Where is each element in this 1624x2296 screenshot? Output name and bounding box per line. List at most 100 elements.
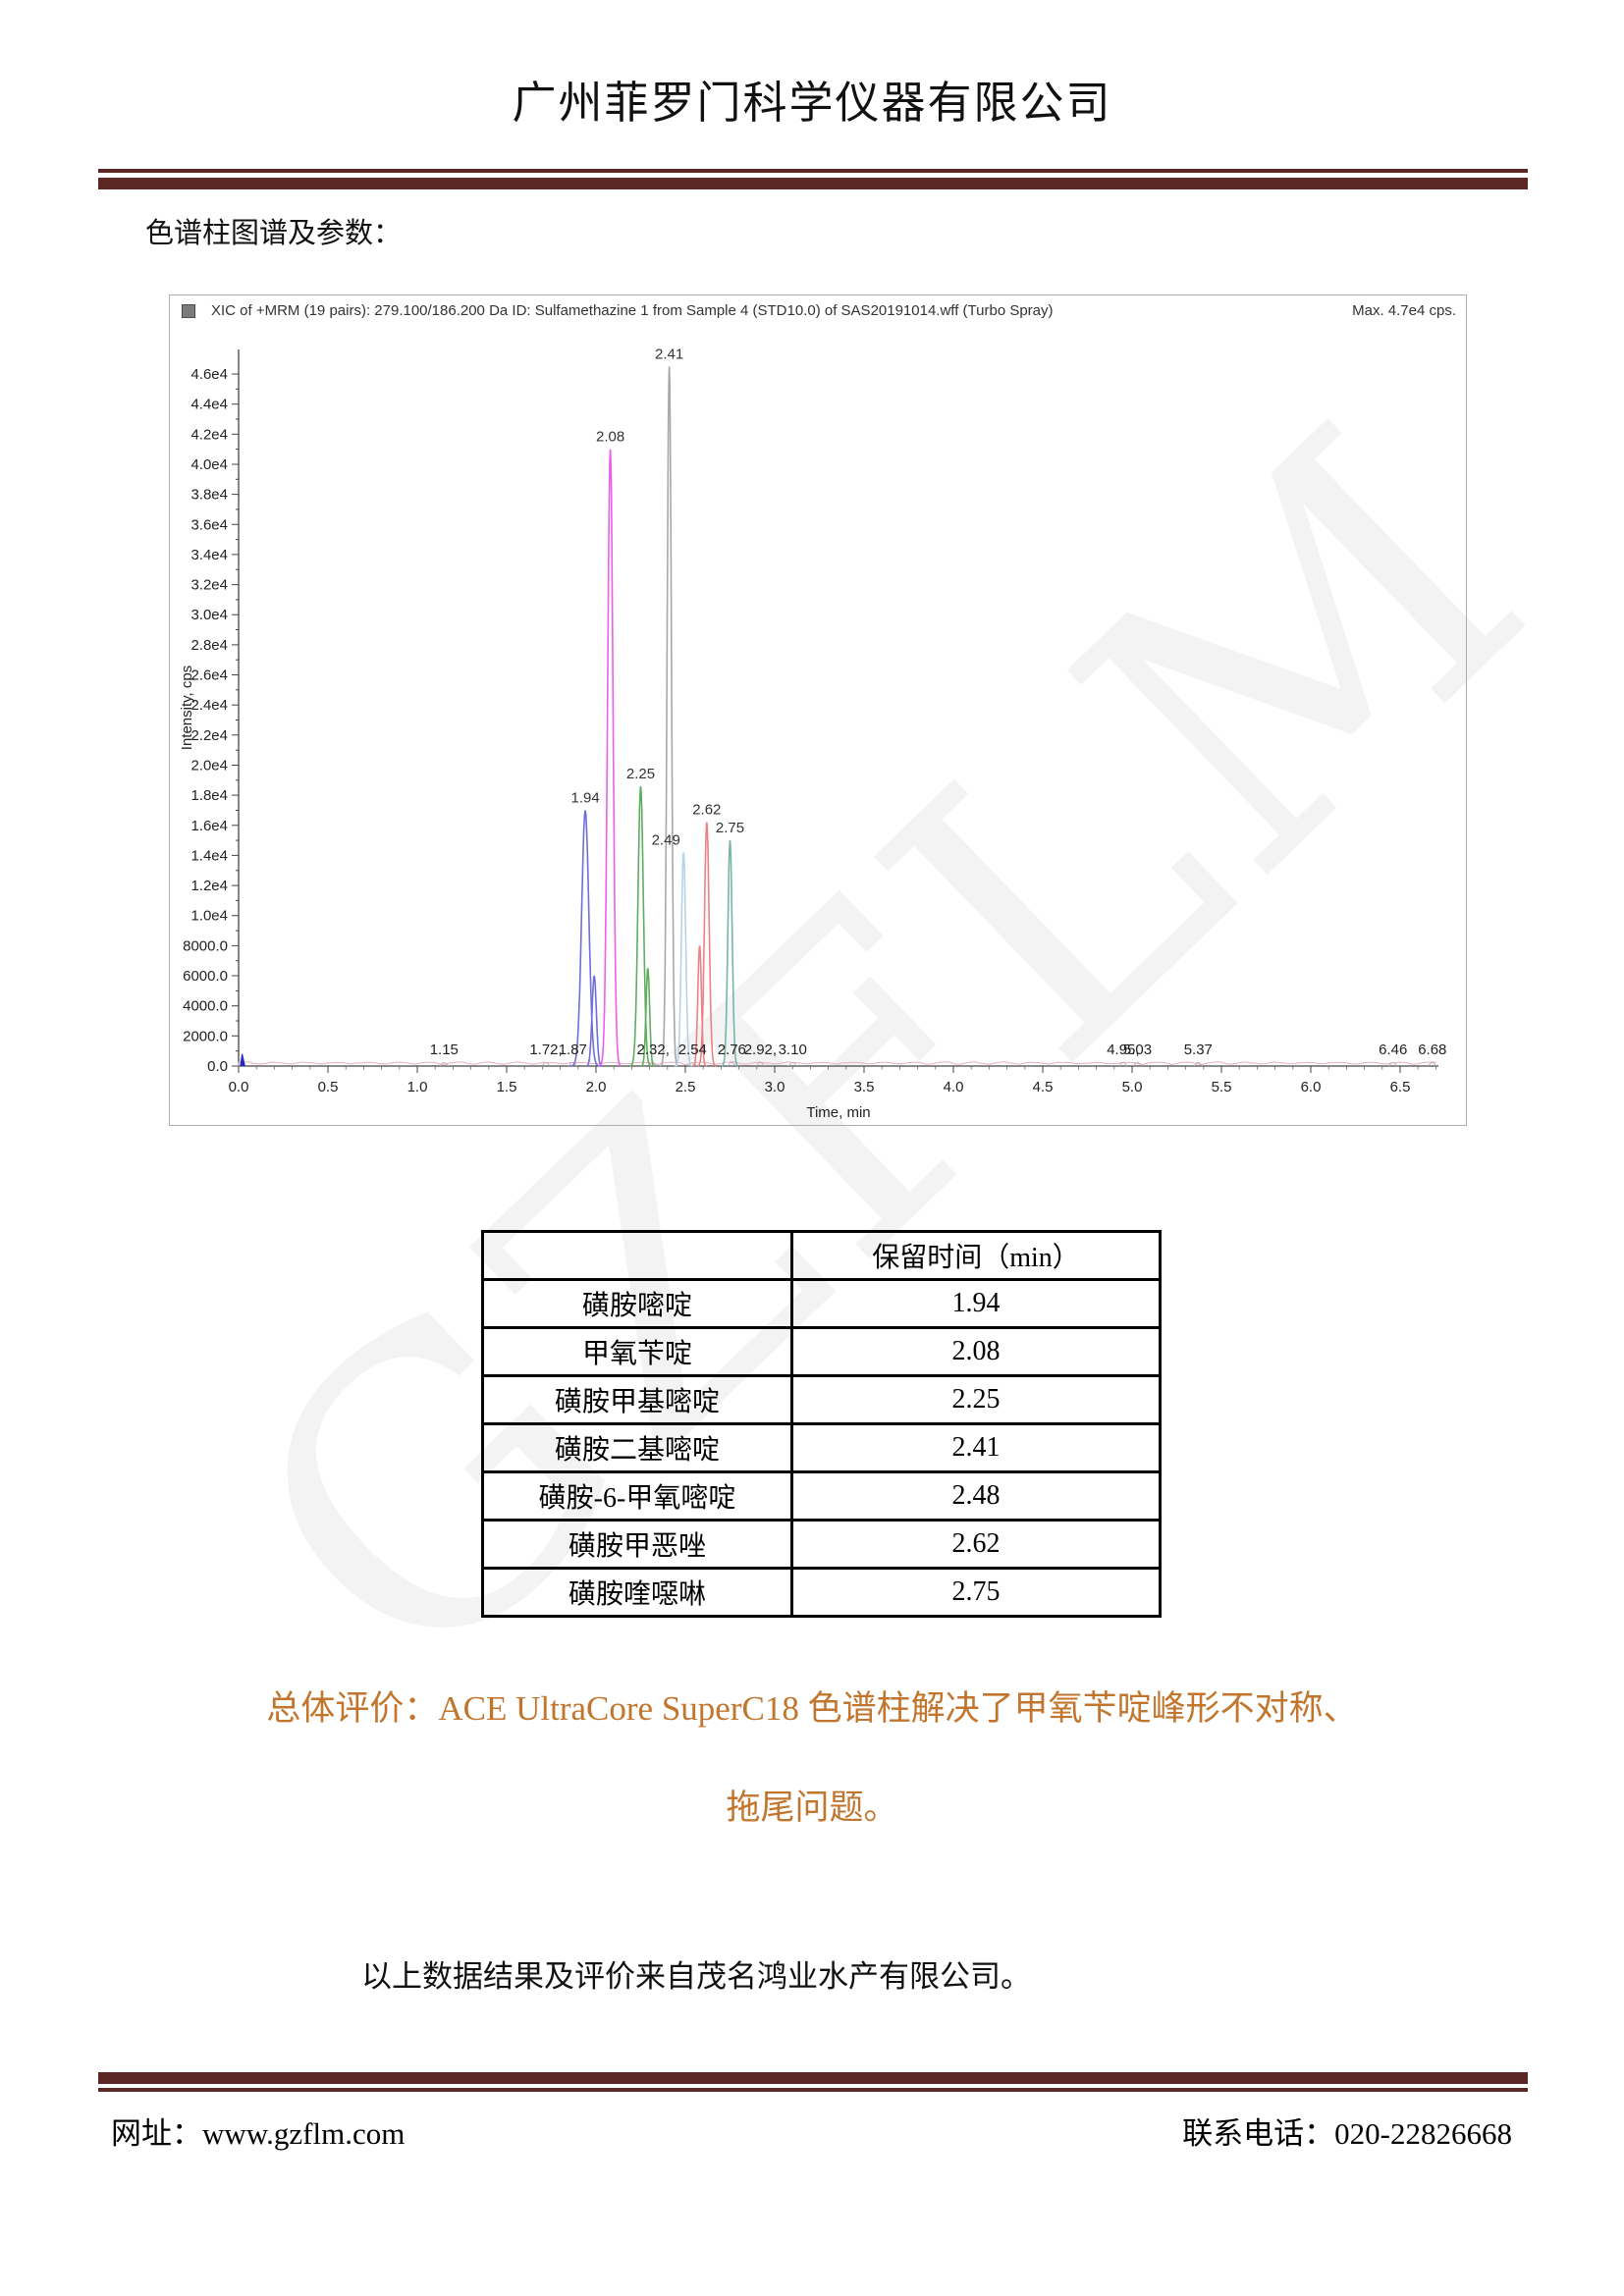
baseline-label: 2.92,: [744, 1041, 777, 1058]
svg-text:0.0: 0.0: [207, 1058, 228, 1075]
svg-text:4.6e4: 4.6e4: [190, 366, 228, 383]
svg-text:4.0: 4.0: [944, 1079, 964, 1095]
legend-square-icon: [182, 304, 195, 318]
baseline-label: 2.54: [678, 1041, 707, 1058]
svg-text:3.6e4: 3.6e4: [190, 516, 228, 533]
baseline-label: 4.95,: [1107, 1041, 1139, 1058]
peak-label: 2.25: [626, 766, 655, 782]
retention-time-value: 1.94: [790, 1278, 1162, 1329]
table-row: 磺胺-6-甲氧嘧啶 2.48: [481, 1470, 1162, 1522]
x-axis-title: Time, min: [806, 1104, 870, 1121]
chromatogram-panel: 0.0 2000.0 4000.0 6000.0 8000.0 1.0e4 1.2e4 1.4…: [169, 294, 1467, 1126]
header-retention-time: 保留时间（min）: [790, 1230, 1162, 1281]
svg-text:2.2e4: 2.2e4: [190, 727, 228, 744]
svg-text:5.0: 5.0: [1122, 1079, 1143, 1095]
svg-text:1.8e4: 1.8e4: [190, 787, 228, 804]
svg-text:5.5: 5.5: [1212, 1079, 1232, 1095]
peak-label: 1.94: [570, 790, 599, 807]
svg-text:4.0e4: 4.0e4: [190, 456, 228, 473]
peak-label: 2.08: [596, 429, 624, 446]
retention-time-value: 2.62: [790, 1519, 1162, 1570]
table-row: 磺胺嘧啶 1.94: [481, 1278, 1162, 1329]
peak-label: 2.62: [692, 802, 721, 819]
footer-phone: 联系电话：020-22826668: [1182, 2116, 1512, 2151]
compound-name: 磺胺-6-甲氧嘧啶: [481, 1470, 793, 1522]
peak-trace-2.41: [660, 366, 678, 1067]
chromatogram-svg: 0.0 2000.0 4000.0 6000.0 8000.0 1.0e4 1.2e4 1.4…: [179, 346, 1446, 1121]
header-compound: [481, 1230, 793, 1281]
table-row: 磺胺二基嘧啶 2.41: [481, 1422, 1162, 1473]
table-row: 甲氧苄啶 2.08: [481, 1326, 1162, 1377]
svg-text:2.8e4: 2.8e4: [190, 637, 228, 654]
retention-time-value: 2.48: [790, 1470, 1162, 1522]
svg-text:3.0e4: 3.0e4: [190, 607, 228, 623]
compound-name: 磺胺甲基嘧啶: [481, 1374, 793, 1425]
svg-text:3.2e4: 3.2e4: [190, 577, 228, 594]
compound-name: 磺胺嘧啶: [481, 1278, 793, 1329]
compound-name: 磺胺甲恶唑: [481, 1519, 793, 1570]
svg-text:0.0: 0.0: [229, 1079, 249, 1095]
peak-trace: [640, 968, 656, 1067]
baseline-label: 6.68: [1418, 1041, 1446, 1058]
compound-name: 磺胺喹噁啉: [481, 1567, 793, 1618]
footer-website: 网址：www.gzflm.com: [111, 2116, 406, 2151]
retention-time-value: 2.25: [790, 1374, 1162, 1425]
baseline-label: 1.15: [430, 1041, 459, 1058]
axes: 0.0 2000.0 4000.0 6000.0 8000.0 1.0e4 1.2e4 1.4…: [183, 349, 1438, 1095]
peak-trace: [692, 945, 708, 1067]
svg-text:6.0: 6.0: [1301, 1079, 1322, 1095]
chart-title: XIC of +MRM (19 pairs): 279.100/186.200 …: [211, 302, 1054, 319]
svg-text:1.4e4: 1.4e4: [190, 847, 228, 864]
company-title: 广州菲罗门科学仪器有限公司: [512, 79, 1112, 128]
svg-text:4.4e4: 4.4e4: [190, 397, 228, 413]
svg-text:2.0: 2.0: [586, 1079, 607, 1095]
svg-text:2.0e4: 2.0e4: [190, 758, 228, 774]
evaluation-line-2: 拖尾问题。: [726, 1789, 898, 1827]
header-rule-thick: [98, 178, 1528, 189]
peak-trace-2.25: [628, 785, 652, 1067]
svg-text:2.5: 2.5: [676, 1079, 696, 1095]
compound-name: 磺胺二基嘧啶: [481, 1422, 793, 1473]
svg-text:3.5: 3.5: [854, 1079, 875, 1095]
chart-max-label: Max. 4.7e4 cps.: [1352, 302, 1456, 319]
footer: 网址：www.gzflm.com 联系电话：020-22826668: [111, 2109, 1512, 2153]
table-header-row: 保留时间（min）: [481, 1230, 1162, 1281]
peak-label: 2.49: [652, 831, 680, 848]
svg-text:3.4e4: 3.4e4: [190, 547, 228, 563]
svg-text:2.6e4: 2.6e4: [190, 667, 228, 684]
retention-time-value: 2.41: [790, 1422, 1162, 1473]
table-row: 磺胺甲基嘧啶 2.25: [481, 1374, 1162, 1425]
footer-rule-thick: [98, 2072, 1528, 2084]
header-rule-thin: [98, 169, 1528, 173]
svg-text:1.2e4: 1.2e4: [190, 878, 228, 894]
retention-time-value: 2.08: [790, 1326, 1162, 1377]
evaluation-block: 总体评价：ACE UltraCore SuperC18 色谱柱解决了甲氧苄啶峰形…: [118, 1681, 1506, 1830]
baseline-label: 6.46: [1379, 1041, 1407, 1058]
svg-text:4.2e4: 4.2e4: [190, 426, 228, 443]
compound-name: 甲氧苄啶: [481, 1326, 793, 1377]
svg-text:4.5: 4.5: [1033, 1079, 1054, 1095]
svg-text:4000.0: 4000.0: [183, 998, 228, 1015]
svg-text:8000.0: 8000.0: [183, 937, 228, 954]
evaluation-line-1: 总体评价：ACE UltraCore SuperC18 色谱柱解决了甲氧苄啶峰形…: [266, 1689, 1358, 1728]
peak-trace-2.49: [674, 852, 693, 1067]
svg-text:3.0: 3.0: [765, 1079, 785, 1095]
svg-text:1.0e4: 1.0e4: [190, 908, 228, 925]
peak-label: 2.75: [716, 820, 744, 836]
table-row: 磺胺甲恶唑 2.62: [481, 1519, 1162, 1570]
baseline-noise: [238, 1061, 1437, 1066]
svg-text:6000.0: 6000.0: [183, 968, 228, 985]
peak-trace-2.75: [721, 840, 739, 1067]
baseline-label: 3.10: [779, 1041, 807, 1058]
origin-marker: [240, 1053, 245, 1067]
y-axis-title: Intensity, cps: [179, 666, 195, 750]
table-body: 磺胺嘧啶 1.94 甲氧苄啶 2.08 磺胺甲基嘧啶 2.25 磺胺二基嘧啶 2.41 磺胺-6…: [481, 1278, 1162, 1618]
svg-text:2000.0: 2000.0: [183, 1028, 228, 1044]
chart-legend: XIC of +MRM (19 pairs): 279.100/186.200 …: [182, 302, 1456, 319]
baseline-label: 2.76: [718, 1041, 746, 1058]
table-row: 磺胺喹噁啉 2.75: [481, 1567, 1162, 1618]
svg-text:0.5: 0.5: [318, 1079, 339, 1095]
baseline-label: 5.03: [1123, 1041, 1152, 1058]
baseline-label: 1.87: [559, 1041, 587, 1058]
